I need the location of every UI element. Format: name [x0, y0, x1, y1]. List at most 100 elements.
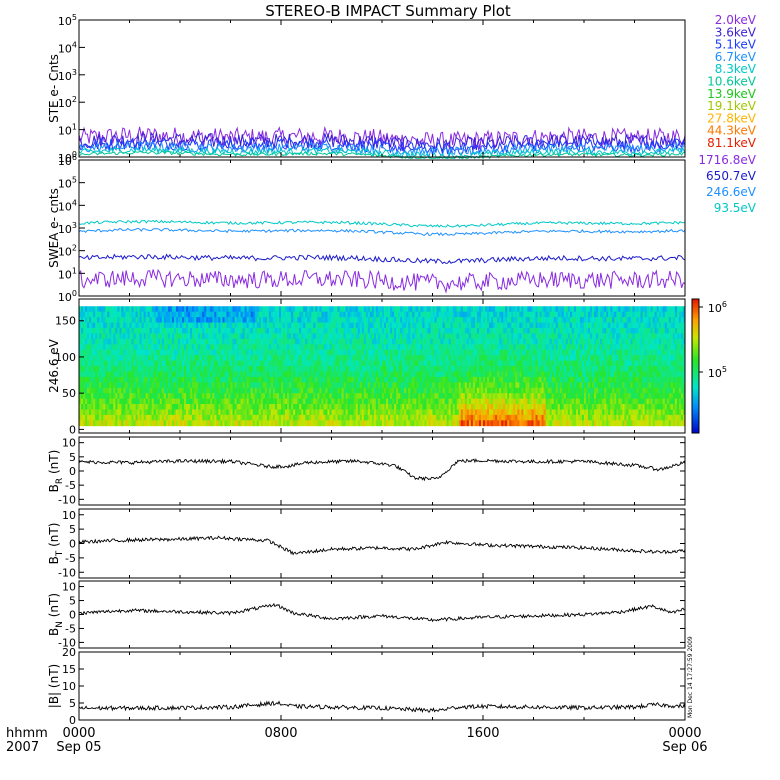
heatmap-cell	[317, 311, 320, 318]
heatmap-cell	[133, 398, 136, 405]
heatmap-cell	[476, 333, 480, 340]
heatmap-cell	[289, 355, 292, 361]
heatmap-cell	[188, 376, 191, 383]
heatmap-cell	[515, 414, 518, 421]
heatmap-cell	[246, 398, 250, 405]
heatmap-cell	[331, 322, 334, 329]
heatmap-cell	[327, 344, 330, 351]
heatmap-cell	[319, 409, 322, 416]
heatmap-cell	[319, 333, 322, 340]
heatmap-cell	[485, 349, 488, 356]
heatmap-cell	[95, 382, 98, 389]
heatmap-cell	[268, 387, 272, 394]
heatmap-cell	[305, 327, 308, 334]
heatmap-cell	[472, 393, 476, 399]
heatmap-cell	[133, 333, 136, 340]
heatmap-cell	[460, 333, 464, 340]
heatmap-cell	[145, 376, 149, 383]
heatmap-cell	[394, 398, 397, 405]
heatmap-cell	[521, 306, 524, 313]
heatmap-cell	[109, 409, 112, 416]
heatmap-cell	[450, 393, 454, 399]
heatmap-cell	[325, 360, 328, 367]
heatmap-cell	[153, 322, 157, 329]
heatmap-cell	[218, 333, 221, 340]
heatmap-cell	[517, 360, 520, 367]
heatmap-cell	[137, 393, 140, 399]
heatmap-cell	[226, 366, 229, 372]
heatmap-cell	[436, 349, 439, 356]
heatmap-cell	[177, 376, 181, 383]
heatmap-cell	[268, 355, 272, 361]
heatmap-cell	[337, 317, 340, 323]
heatmap-cell	[175, 317, 179, 323]
heatmap-cell	[115, 420, 118, 427]
heatmap-cell	[410, 371, 413, 378]
heatmap-cell	[151, 371, 155, 378]
heatmap-cell	[224, 387, 227, 394]
heatmap-cell	[105, 387, 108, 394]
heatmap-cell	[357, 371, 361, 378]
heatmap-cell	[81, 420, 84, 427]
heatmap-cell	[194, 366, 197, 372]
heatmap-cell	[242, 414, 246, 421]
heatmap-cell	[299, 376, 302, 383]
heatmap-cell	[226, 387, 229, 394]
heatmap-cell	[426, 317, 429, 323]
heatmap-cell	[373, 355, 377, 361]
heatmap-cell	[371, 360, 375, 367]
heatmap-cell	[501, 376, 504, 383]
heatmap-cell	[497, 355, 500, 361]
heatmap-cell	[117, 322, 120, 329]
heatmap-cell	[139, 376, 143, 383]
heatmap-cell	[299, 338, 302, 345]
heatmap-cell	[285, 420, 288, 427]
heatmap-cell	[448, 349, 452, 356]
heatmap-cell	[489, 414, 492, 421]
heatmap-cell	[281, 382, 284, 389]
heatmap-cell	[493, 371, 496, 378]
heatmap-cell	[252, 398, 256, 405]
heatmap-cell	[456, 322, 460, 329]
heatmap-cell	[270, 327, 274, 334]
heatmap-cell	[236, 404, 239, 410]
heatmap-cell	[507, 387, 510, 394]
heatmap-cell	[250, 317, 254, 323]
heatmap-cell	[444, 387, 448, 394]
heatmap-cell	[436, 409, 439, 416]
heatmap-cell	[244, 387, 248, 394]
heatmap-cell	[157, 349, 161, 356]
heatmap-cell	[323, 414, 326, 421]
heatmap-cell	[493, 387, 496, 394]
heatmap-cell	[139, 404, 143, 410]
heatmap-cell	[115, 382, 118, 389]
heatmap-cell	[456, 371, 460, 378]
heatmap-cell	[430, 404, 433, 410]
heatmap-cell	[272, 322, 276, 329]
heatmap-cell	[505, 382, 508, 389]
heatmap-cell	[287, 344, 290, 351]
heatmap-cell	[495, 393, 498, 399]
heatmap-cell	[101, 376, 104, 383]
heatmap-cell	[91, 398, 94, 405]
heatmap-cell	[355, 317, 359, 323]
legend-entry: 19.1keV	[707, 99, 757, 113]
heatmap-cell	[325, 382, 328, 389]
heatmap-cell	[394, 376, 397, 383]
heatmap-cell	[468, 371, 472, 378]
heatmap-cell	[214, 344, 217, 351]
heatmap-cell	[186, 327, 189, 334]
heatmap-cell	[347, 360, 351, 367]
heatmap-cell	[145, 393, 149, 399]
heatmap-cell	[410, 306, 413, 313]
heatmap-cell	[287, 420, 290, 427]
heatmap-cell	[289, 322, 292, 329]
heatmap-cell	[85, 306, 88, 313]
heatmap-cell	[472, 398, 476, 405]
heatmap-cell	[167, 398, 171, 405]
heatmap-cell	[99, 393, 102, 399]
heatmap-cell	[458, 349, 462, 356]
heatmap-cell	[115, 344, 118, 351]
heatmap-cell	[91, 311, 94, 318]
heatmap-cell	[123, 355, 126, 361]
